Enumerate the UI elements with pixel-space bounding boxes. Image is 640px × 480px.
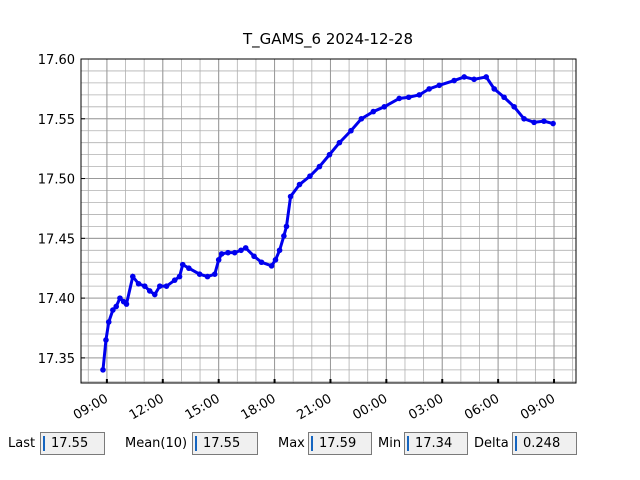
point [531,119,537,126]
point [238,247,244,254]
point [281,233,287,239]
x-tick-label: 15:00 [183,391,223,423]
x-tick-label: 12:00 [127,391,167,423]
point [521,115,527,122]
point [117,295,123,301]
y-tick-label: 17.55 [38,113,75,128]
point [358,115,365,122]
point [348,127,354,134]
point [550,120,556,127]
point [326,151,333,158]
point [231,249,238,256]
point [541,118,547,124]
point [451,77,457,84]
point [461,74,468,80]
point [135,280,142,287]
point [186,265,192,272]
field-value[interactable]: 17.59 [308,432,372,455]
field-label: Delta [474,436,509,451]
point [146,288,153,294]
point [370,108,377,115]
field-value[interactable]: 17.55 [40,432,105,455]
point [251,253,257,260]
line [101,75,554,370]
x-tick-label: 18:00 [239,391,279,423]
x-tick-label: 09:00 [71,391,111,423]
field-label: Mean(10) [125,436,188,451]
point [129,273,136,280]
field-value[interactable]: 17.55 [192,432,258,455]
plot-frame [80,58,577,384]
point [296,181,303,188]
point [151,291,158,298]
x-tick-label: 09:00 [518,391,558,423]
point [283,223,290,230]
point [157,283,163,289]
x-tick-label: 03:00 [406,391,446,423]
y-tick-label: 17.45 [38,232,75,247]
point [471,76,477,83]
point [204,273,211,280]
point [276,247,283,254]
point [268,263,275,269]
point [225,249,231,256]
y-tick-label: 17.60 [38,53,75,68]
point [258,259,265,266]
point [316,163,323,170]
point [211,271,218,278]
point [436,82,443,89]
point [483,74,490,80]
field-label: Min [378,436,402,451]
y-tick-label: 17.35 [38,352,75,367]
y-tick-label: 17.50 [38,173,75,188]
point [100,367,106,373]
field-value[interactable]: 17.34 [404,432,468,455]
point [287,193,294,200]
point [105,319,112,325]
chart-title: T_GAMS_6 2024-12-28 [242,30,413,49]
x-tick-label: 21:00 [295,391,335,423]
point [501,94,507,101]
point [110,307,116,313]
point [113,303,120,310]
x-tick-label: 06:00 [462,391,502,423]
point [426,86,432,92]
point [218,251,225,257]
field-value[interactable]: 0.248 [512,432,577,455]
point [123,301,130,307]
point [336,139,343,146]
point [215,257,222,263]
point [141,283,148,289]
point [176,273,183,280]
field-label: Max [278,436,305,451]
x-tick-label: 00:00 [350,391,390,423]
point [307,173,313,179]
point [396,95,403,102]
point [196,271,203,278]
y-tick-label: 17.40 [38,292,75,307]
point [491,86,498,92]
point [511,104,517,110]
point [171,277,178,283]
point [103,337,109,343]
point [272,257,279,263]
point [179,261,186,268]
point [381,104,388,110]
point [405,94,412,101]
point [416,92,423,98]
chart: T_GAMS_6 2024-12-28 17.35 17.40 17.45 17.50… [38,30,577,423]
point [163,283,170,289]
point [242,245,249,251]
field-label: Last [8,436,36,451]
